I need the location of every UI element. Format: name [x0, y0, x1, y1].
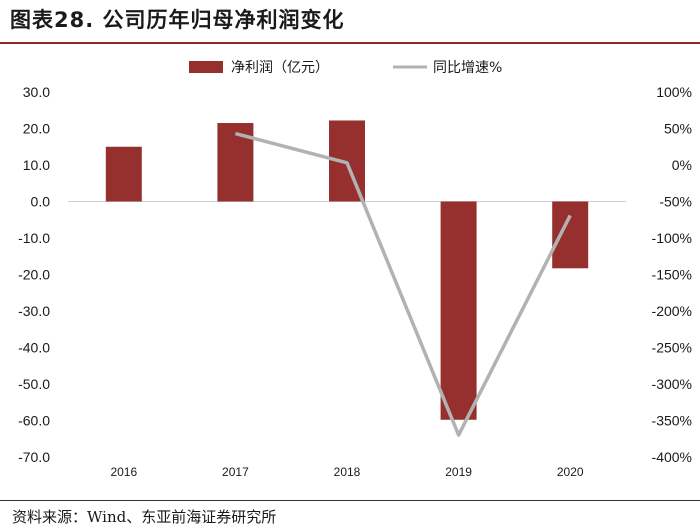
figure-title: 图表28. 公司历年归母净利润变化: [10, 8, 345, 32]
left-tick-label: -60.0: [18, 413, 50, 429]
left-tick-label: -70.0: [18, 449, 50, 465]
right-tick-label: -100%: [652, 230, 692, 246]
growth-line: [234, 131, 572, 437]
right-tick-label: -350%: [652, 413, 692, 429]
x-axis-ticks: 2016 2017 2018 2019 2020: [110, 465, 583, 479]
x-tick-label: 2018: [334, 465, 361, 479]
bar-2019: [440, 201, 477, 420]
source-rule: [0, 500, 700, 501]
legend: 净利润（亿元） 同比增速%: [189, 60, 502, 76]
right-axis-ticks: 100% 50% 0% -50% -100% -150% -200% -250% -300% -3…: [652, 84, 692, 465]
left-tick-label: 0.0: [31, 194, 51, 210]
x-tick-label: 2016: [110, 465, 137, 479]
left-tick-label: -10.0: [18, 230, 50, 246]
left-tick-label: -40.0: [18, 340, 50, 356]
legend-line-label: 同比增速%: [433, 60, 502, 76]
left-tick-label: -50.0: [18, 376, 50, 392]
right-tick-label: 0%: [672, 157, 692, 173]
left-tick-label: 10.0: [23, 157, 50, 173]
left-tick-label: 20.0: [23, 121, 50, 137]
chart: 30.0 20.0 10.0 0.0 -10.0 -20.0 -30.0 -40.0 -50.0…: [18, 60, 692, 479]
right-tick-label: -300%: [652, 376, 692, 392]
right-tick-label: 50%: [664, 121, 692, 137]
bar-2020: [552, 201, 589, 269]
x-tick-label: 2020: [557, 465, 584, 479]
right-tick-label: -150%: [652, 267, 692, 283]
right-tick-label: 100%: [656, 84, 692, 100]
legend-bar-label: 净利润（亿元）: [231, 60, 329, 76]
left-tick-label: -30.0: [18, 303, 50, 319]
x-tick-label: 2019: [445, 465, 472, 479]
right-tick-label: -250%: [652, 340, 692, 356]
left-tick-label: 30.0: [23, 84, 50, 100]
right-tick-label: -50%: [659, 194, 692, 210]
title-rule: [0, 42, 700, 44]
left-axis-ticks: 30.0 20.0 10.0 0.0 -10.0 -20.0 -30.0 -40.0 -50.0…: [18, 84, 50, 465]
left-tick-label: -20.0: [18, 267, 50, 283]
source-note: 资料来源：Wind、东亚前海证券研究所: [12, 508, 277, 526]
bar-2016: [105, 146, 142, 202]
legend-bar-swatch: [189, 61, 223, 73]
x-tick-label: 2017: [222, 465, 249, 479]
right-tick-label: -200%: [652, 303, 692, 319]
bar-series: [105, 120, 589, 420]
right-tick-label: -400%: [652, 449, 692, 465]
